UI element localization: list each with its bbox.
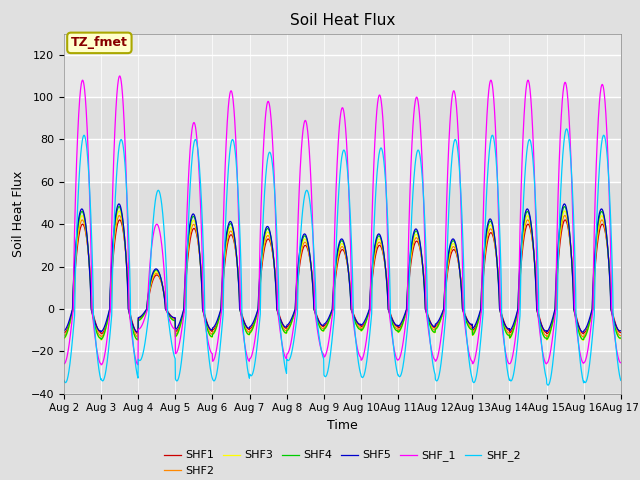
SHF1 <box>359 323 367 329</box>
SHF4 <box>579 336 587 342</box>
SHF5 <box>134 329 141 335</box>
SHF_1 <box>359 355 367 360</box>
SHF3 <box>568 263 576 268</box>
SHF2 <box>371 254 378 260</box>
SHF2 <box>216 314 223 320</box>
SHF1 <box>617 330 625 336</box>
Line: SHF4: SHF4 <box>64 206 621 339</box>
SHF2 <box>60 333 68 338</box>
SHF_1 <box>371 135 379 141</box>
SHF_2 <box>563 126 570 132</box>
SHF4 <box>371 247 378 253</box>
SHF3 <box>216 313 223 319</box>
SHF_2 <box>358 374 366 380</box>
SHF3 <box>617 336 625 341</box>
SHF3 <box>134 337 141 343</box>
Line: SHF3: SHF3 <box>64 211 621 340</box>
SHF_2 <box>60 378 68 384</box>
SHF_2 <box>568 180 576 185</box>
SHF1 <box>584 325 591 331</box>
SHF_1 <box>568 190 576 195</box>
Y-axis label: Soil Heat Flux: Soil Heat Flux <box>12 170 25 257</box>
SHF2 <box>504 330 512 336</box>
SHF5 <box>584 322 591 327</box>
SHF5 <box>60 328 68 334</box>
SHF_2 <box>216 353 223 359</box>
SHF_1 <box>505 360 513 366</box>
Line: SHF_2: SHF_2 <box>64 129 621 385</box>
SHF4 <box>60 335 68 341</box>
Legend: SHF1, SHF2, SHF3, SHF4, SHF5, SHF_1, SHF_2: SHF1, SHF2, SHF3, SHF4, SHF5, SHF_1, SHF… <box>160 446 525 480</box>
Line: SHF_1: SHF_1 <box>64 76 621 365</box>
SHF2 <box>568 259 575 264</box>
SHF_1 <box>617 360 625 366</box>
Bar <box>64 182 621 224</box>
Title: Soil Heat Flux: Soil Heat Flux <box>290 13 395 28</box>
SHF2 <box>617 333 625 338</box>
SHF3 <box>359 326 367 332</box>
SHF_1 <box>216 324 223 329</box>
Bar <box>64 97 621 140</box>
SHF_2 <box>584 374 591 380</box>
SHF_1 <box>584 349 591 355</box>
Bar <box>64 351 621 394</box>
SHF5 <box>617 328 625 334</box>
SHF1 <box>97 331 105 336</box>
SHF5 <box>115 201 123 207</box>
Text: TZ_fmet: TZ_fmet <box>71 36 128 49</box>
SHF5 <box>371 241 379 247</box>
SHF4 <box>561 204 568 209</box>
X-axis label: Time: Time <box>327 419 358 432</box>
Line: SHF5: SHF5 <box>64 204 621 332</box>
SHF3 <box>584 328 591 334</box>
SHF5 <box>568 264 576 270</box>
SHF3 <box>505 333 513 338</box>
SHF_1 <box>60 361 68 367</box>
SHF_2 <box>371 214 378 219</box>
SHF5 <box>505 326 513 332</box>
SHF2 <box>561 213 569 218</box>
SHF_1 <box>97 362 105 368</box>
SHF4 <box>216 314 223 320</box>
SHF1 <box>60 330 68 336</box>
SHF4 <box>617 335 625 341</box>
SHF1 <box>116 217 124 223</box>
SHF_1 <box>116 73 124 79</box>
SHF4 <box>568 259 575 264</box>
Line: SHF1: SHF1 <box>64 220 621 334</box>
SHF_2 <box>504 372 512 378</box>
SHF4 <box>358 327 366 333</box>
Line: SHF2: SHF2 <box>64 216 621 337</box>
SHF1 <box>568 260 576 266</box>
SHF2 <box>580 334 588 340</box>
SHF3 <box>60 336 68 341</box>
SHF4 <box>584 327 591 333</box>
SHF2 <box>584 326 591 332</box>
SHF_2 <box>617 378 625 384</box>
SHF2 <box>358 325 366 331</box>
SHF4 <box>504 332 512 338</box>
SHF3 <box>371 248 379 253</box>
SHF1 <box>371 255 379 261</box>
SHF1 <box>505 327 513 333</box>
Bar <box>64 266 621 309</box>
SHF1 <box>216 313 223 319</box>
SHF3 <box>115 208 123 214</box>
SHF5 <box>359 321 367 326</box>
SHF_2 <box>544 382 552 388</box>
SHF5 <box>216 310 223 316</box>
